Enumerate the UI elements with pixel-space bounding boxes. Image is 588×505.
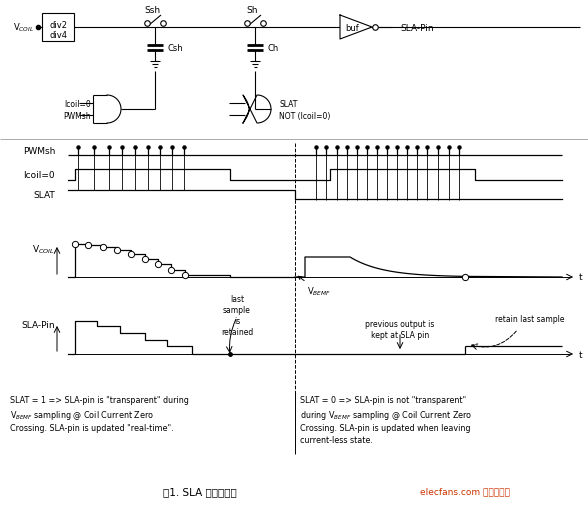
Text: SLA-Pin: SLA-Pin (21, 321, 55, 330)
Text: div4: div4 (49, 30, 67, 39)
Text: Csh: Csh (167, 43, 183, 53)
Polygon shape (340, 16, 372, 40)
Text: previous output is
kept at SLA pin: previous output is kept at SLA pin (365, 319, 435, 339)
Text: Ch: Ch (267, 43, 278, 53)
Text: SLA-Pin: SLA-Pin (400, 23, 433, 32)
Text: Icoil=0: Icoil=0 (64, 99, 91, 108)
Text: SLAT = 1 => SLA-pin is "transparent" during
V$_{BEMF}$ sampling @ Coil Current Z: SLAT = 1 => SLA-pin is "transparent" dur… (10, 395, 189, 433)
Text: SLAT: SLAT (279, 99, 298, 108)
Text: SLAT = 0 => SLA-pin is not "transparent"
during V$_{BEMF}$ sampling @ Coil Curre: SLAT = 0 => SLA-pin is not "transparent"… (300, 395, 472, 444)
Text: V$_{BEMF}$: V$_{BEMF}$ (298, 277, 331, 298)
Bar (93, 96, 107, 124)
Text: 图1. SLA 引脚时序图: 图1. SLA 引脚时序图 (163, 486, 237, 496)
Text: V$_{COIL}$: V$_{COIL}$ (32, 243, 55, 256)
Text: V$_{COIL}$: V$_{COIL}$ (13, 22, 34, 34)
Polygon shape (243, 96, 271, 124)
Text: t: t (579, 350, 583, 359)
Text: Ssh: Ssh (144, 6, 160, 15)
Text: retain last sample: retain last sample (495, 315, 564, 323)
Text: last
sample
is
retained: last sample is retained (221, 294, 253, 337)
Text: t: t (579, 273, 583, 282)
Text: elecfans.com 电子发烧友: elecfans.com 电子发烧友 (420, 486, 510, 495)
Text: Icoil=0: Icoil=0 (24, 170, 55, 179)
FancyBboxPatch shape (42, 14, 74, 42)
Text: NOT (Icoil=0): NOT (Icoil=0) (279, 111, 330, 120)
Text: Sh: Sh (246, 6, 258, 15)
Text: div2: div2 (49, 21, 67, 29)
Text: PWMsh: PWMsh (22, 147, 55, 156)
Text: buf: buf (345, 23, 359, 32)
Text: SLAT: SLAT (34, 190, 55, 199)
Text: PWMsh: PWMsh (64, 111, 91, 120)
